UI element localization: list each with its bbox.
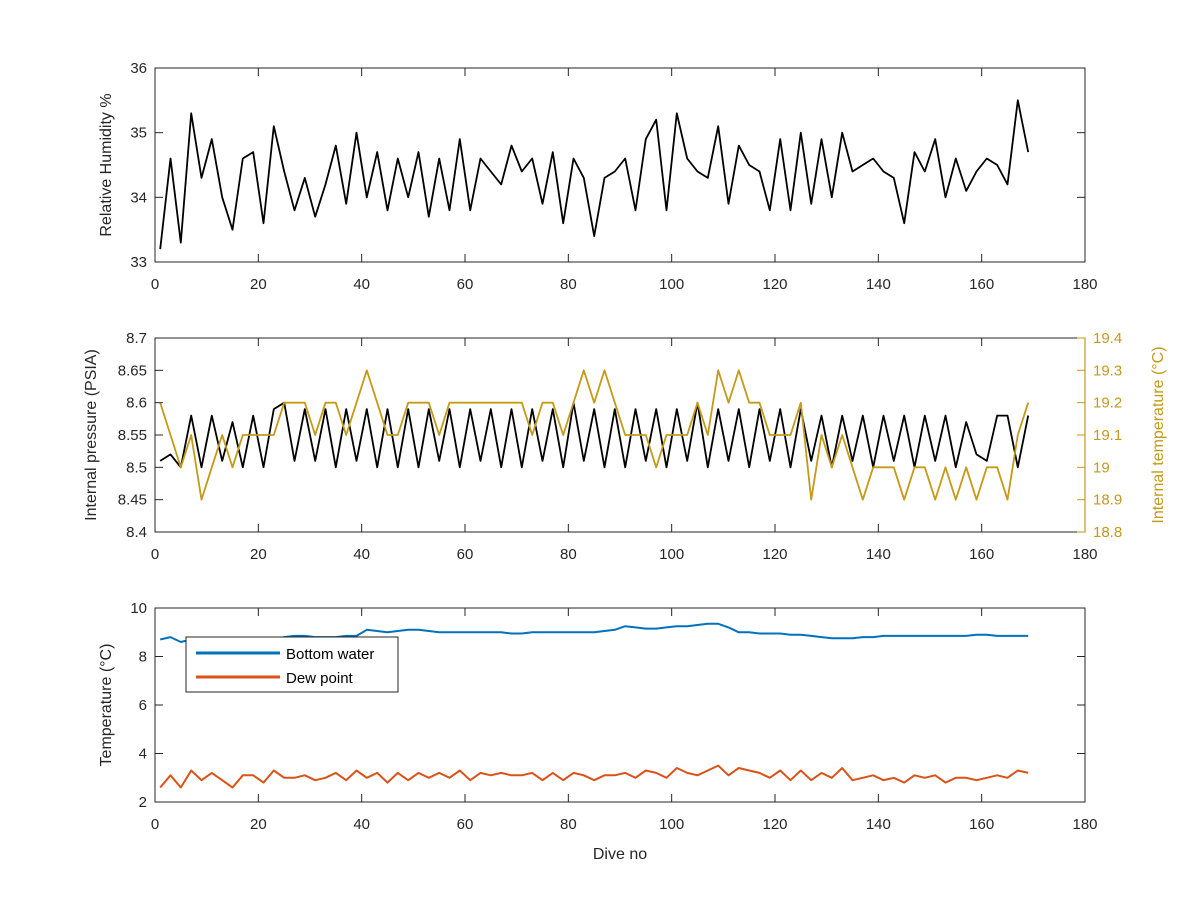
humidity-y-tick-label: 36 — [130, 60, 147, 77]
temperature-series — [159, 622, 1029, 789]
temperature-x-tick-label: 160 — [969, 816, 994, 833]
internal-temperature-y-label: Internal temperature (°C) — [1150, 346, 1167, 523]
dew-point-line — [159, 764, 1029, 789]
humidity-x-tick-label: 80 — [560, 276, 577, 293]
pressure-series-1-line — [159, 369, 1030, 501]
pressure-panel: 0 20 40 60 80 100 120 140 160 180 8.48.458.58.558… — [83, 330, 1167, 563]
dive-no-x-label: Dive no — [593, 846, 647, 863]
temperature-y-tick-label: 10 — [130, 600, 147, 617]
humidity-y-tick-label: 33 — [130, 254, 147, 271]
humidity-x-tick-label: 0 — [151, 276, 159, 293]
temperature-y-ticks: 2 4 6 8 10 — [130, 600, 1085, 811]
temperature-x-tick-label: 180 — [1072, 816, 1097, 833]
pressure-x-tick-label: 20 — [250, 546, 267, 563]
pressure-y-tick-label: 8.45 — [118, 492, 147, 509]
humidity-axes-frame — [154, 67, 1086, 263]
temperature-y-tick-label: 6 — [139, 697, 147, 714]
pressure-y-ticks: 8.4 8.45 8.5 8.55 8.6 8.65 8.7 — [118, 330, 163, 541]
pressure-x-tick-label: 120 — [762, 546, 787, 563]
humidity-x-tick-label: 100 — [659, 276, 684, 293]
bottom-water-line — [159, 622, 1029, 643]
humidity-x-tick-label: 140 — [866, 276, 891, 293]
temperature-y-label: Temperature (°C) — [98, 644, 115, 767]
legend-label-bottom-water: Bottom water — [286, 646, 374, 663]
pressure-y-tick-label: 8.7 — [126, 330, 147, 347]
pressure-x-tick-label: 0 — [151, 546, 159, 563]
humidity-x-tick-label: 160 — [969, 276, 994, 293]
pressure-x-tick-label: 140 — [866, 546, 891, 563]
legend-label-dew-point: Dew point — [286, 670, 354, 687]
internal-temperature-y-tick-label: 19 — [1093, 459, 1110, 476]
humidity-series-0-line — [159, 99, 1030, 250]
humidity-y-tick-label: 35 — [130, 125, 147, 142]
pressure-y-tick-label: 8.6 — [126, 395, 147, 412]
legend: Bottom water Dew point — [185, 636, 399, 693]
internal-temperature-y-tick-label: 19.2 — [1093, 395, 1122, 412]
pressure-x-tick-label: 80 — [560, 546, 577, 563]
pressure-x-tick-label: 160 — [969, 546, 994, 563]
legend-box — [185, 636, 399, 693]
pressure-y-tick-label: 8.4 — [126, 524, 147, 541]
internal-temperature-y-tick-label: 19.3 — [1093, 362, 1122, 379]
humidity-y-label: Relative Humidity % — [98, 93, 115, 236]
humidity-x-ticks: 0 20 40 60 80 100 120 140 160 180 — [151, 68, 1098, 293]
humidity-x-tick-label: 180 — [1072, 276, 1097, 293]
pressure-x-tick-label: 180 — [1072, 546, 1097, 563]
temperature-x-tick-label: 40 — [353, 816, 370, 833]
pressure-y-tick-label: 8.5 — [126, 459, 147, 476]
temperature-y-tick-label: 8 — [139, 649, 147, 666]
pressure-y-tick-label: 8.55 — [118, 427, 147, 444]
temperature-panel: 0 20 40 60 80 100 120 140 160 180 2 4 6 8 10 Temperat… — [98, 600, 1098, 863]
pressure-x-tick-label: 100 — [659, 546, 684, 563]
pressure-y-tick-label: 8.65 — [118, 362, 147, 379]
temperature-x-tick-label: 120 — [762, 816, 787, 833]
pressure-x-ticks: 0 20 40 60 80 100 120 140 160 180 — [151, 338, 1098, 563]
pressure-x-tick-label: 60 — [457, 546, 474, 563]
humidity-panel: 0 20 40 60 80 100 120 140 160 180 33 34 35 36 Relati… — [98, 60, 1098, 293]
internal-temperature-y-ticks: 18.8 18.9 19 19.1 19.2 19.3 19.4 — [1077, 330, 1122, 541]
humidity-x-tick-label: 40 — [353, 276, 370, 293]
pressure-x-tick-label: 40 — [353, 546, 370, 563]
temperature-x-tick-label: 100 — [659, 816, 684, 833]
pressure-series-0-line — [159, 401, 1030, 469]
internal-temperature-y-tick-label: 18.9 — [1093, 492, 1122, 509]
temperature-x-tick-label: 0 — [151, 816, 159, 833]
internal-temperature-y-tick-label: 19.4 — [1093, 330, 1122, 347]
humidity-y-tick-label: 34 — [130, 189, 147, 206]
temperature-y-tick-label: 2 — [139, 794, 147, 811]
pressure-temperature-series — [159, 369, 1030, 501]
temperature-x-ticks: 0 20 40 60 80 100 120 140 160 180 — [151, 608, 1098, 833]
pressure-y-label: Internal pressure (PSIA) — [83, 349, 100, 521]
humidity-x-tick-label: 120 — [762, 276, 787, 293]
humidity-y-ticks: 33 34 35 36 — [130, 60, 1085, 271]
temperature-y-tick-label: 4 — [139, 746, 147, 763]
temperature-x-tick-label: 80 — [560, 816, 577, 833]
humidity-x-tick-label: 20 — [250, 276, 267, 293]
internal-temperature-y-tick-label: 18.8 — [1093, 524, 1122, 541]
temperature-x-tick-label: 60 — [457, 816, 474, 833]
temperature-x-tick-label: 20 — [250, 816, 267, 833]
humidity-x-tick-label: 60 — [457, 276, 474, 293]
humidity-series — [159, 99, 1030, 250]
internal-temperature-y-tick-label: 19.1 — [1093, 427, 1122, 444]
temperature-x-tick-label: 140 — [866, 816, 891, 833]
